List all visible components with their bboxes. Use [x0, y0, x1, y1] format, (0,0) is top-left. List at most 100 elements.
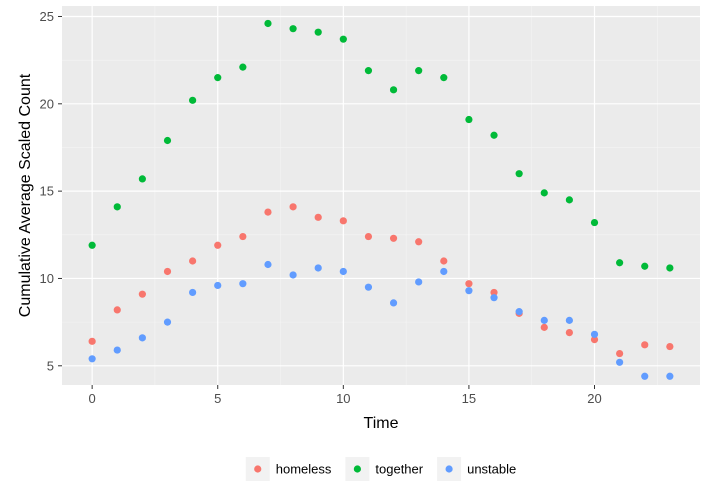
legend-key-unstable: [445, 465, 453, 473]
plot-panel: [62, 6, 700, 385]
homeless-point: [415, 238, 423, 246]
together-point: [590, 218, 599, 227]
axis-ticks: [58, 15, 596, 389]
homeless-point: [239, 232, 247, 241]
homeless-point: [389, 234, 398, 242]
homeless-point: [264, 208, 272, 216]
legend: homeless together unstable: [245, 457, 516, 481]
x-tick-label: 0: [89, 391, 96, 406]
x-axis-title: Time: [364, 415, 399, 432]
x-tick-label: 15: [462, 391, 476, 406]
unstable-point: [465, 287, 473, 295]
together-point: [465, 115, 473, 124]
homeless-point: [314, 213, 322, 221]
legend-label-homeless: homeless: [276, 462, 332, 477]
y-tick-label: 25: [40, 9, 54, 24]
together-point: [339, 35, 347, 43]
homeless-point: [163, 267, 172, 276]
unstable-point: [666, 372, 674, 380]
unstable-point: [515, 308, 523, 316]
together-point: [641, 262, 649, 270]
unstable-point: [88, 355, 96, 363]
together-point: [289, 25, 297, 33]
y-tick-label: 10: [40, 271, 54, 286]
unstable-point: [440, 267, 448, 276]
together-point: [490, 131, 498, 139]
homeless-point: [214, 241, 222, 249]
unstable-point: [314, 264, 322, 272]
together-point: [364, 67, 373, 75]
y-tick-labels: 5 10 15 20 25: [40, 9, 54, 373]
homeless-point: [440, 257, 448, 265]
together-point: [415, 67, 423, 75]
unstable-point: [214, 281, 222, 290]
unstable-point: [641, 372, 649, 380]
legend-key-together: [353, 465, 361, 473]
together-point: [264, 19, 272, 28]
y-axis-title: Cumulative Average Scaled Count: [17, 73, 34, 317]
homeless-point: [540, 323, 548, 331]
unstable-point: [163, 318, 172, 326]
homeless-point: [364, 232, 373, 241]
x-tick-labels: 0 5 10 15 20: [89, 391, 602, 406]
unstable-point: [540, 316, 548, 324]
together-point: [515, 170, 523, 178]
y-tick-label: 20: [40, 96, 54, 111]
unstable-point: [415, 278, 423, 286]
unstable-point: [138, 334, 146, 342]
together-point: [565, 196, 573, 204]
legend-label-together: together: [375, 462, 423, 477]
homeless-point: [616, 349, 624, 358]
legend-key-homeless: [254, 465, 262, 473]
x-tick-label: 10: [336, 391, 350, 406]
unstable-point: [490, 294, 498, 302]
together-point: [666, 264, 674, 272]
together-point: [440, 74, 448, 82]
together-point: [389, 86, 398, 94]
unstable-point: [590, 330, 599, 338]
y-tick-label: 5: [47, 358, 54, 373]
homeless-point: [490, 288, 498, 297]
unstable-point: [364, 283, 373, 291]
homeless-point: [339, 217, 347, 225]
homeless-point: [138, 290, 146, 298]
homeless-point: [590, 335, 599, 344]
together-point: [214, 74, 222, 82]
together-point: [314, 28, 322, 36]
unstable-point: [113, 346, 121, 354]
together-point: [189, 96, 197, 104]
y-tick-label: 15: [40, 184, 54, 199]
x-tick-label: 5: [214, 391, 221, 406]
homeless-point: [666, 342, 674, 351]
unstable-point: [389, 299, 398, 307]
unstable-point: [565, 316, 573, 324]
together-point: [163, 136, 172, 145]
homeless-point: [289, 203, 297, 211]
unstable-point: [289, 271, 297, 279]
homeless-point: [465, 280, 473, 288]
unstable-point: [616, 358, 624, 366]
unstable-point: [264, 260, 272, 269]
unstable-point: [239, 280, 247, 288]
series-homeless: [88, 203, 674, 358]
homeless-point: [88, 337, 96, 345]
homeless-point: [641, 341, 649, 349]
series-together: [88, 19, 674, 272]
together-point: [540, 189, 548, 197]
series-unstable: [88, 260, 674, 380]
data-points: [88, 19, 674, 380]
x-tick-label: 20: [587, 391, 601, 406]
together-point: [88, 241, 96, 249]
homeless-point: [189, 257, 197, 265]
homeless-point: [113, 306, 121, 314]
major-gridlines: [62, 6, 700, 385]
together-point: [239, 63, 247, 71]
together-point: [138, 175, 146, 183]
homeless-point: [565, 329, 573, 337]
together-point: [113, 203, 121, 211]
unstable-point: [189, 288, 197, 297]
together-point: [616, 259, 624, 267]
legend-label-unstable: unstable: [467, 462, 516, 477]
unstable-point: [339, 267, 347, 276]
